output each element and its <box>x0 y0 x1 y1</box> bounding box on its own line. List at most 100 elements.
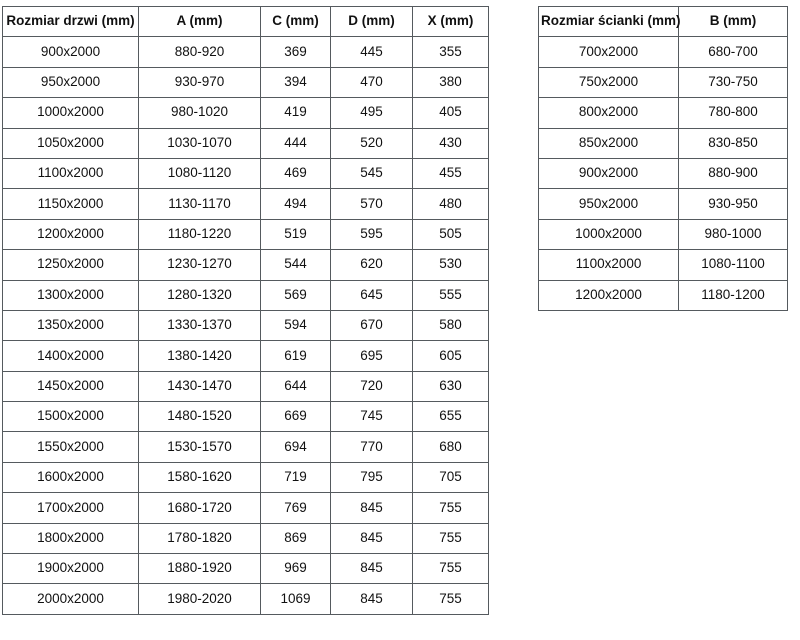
door-dimensions-table: Rozmiar drzwi (mm) A (mm) C (mm) D (mm) … <box>2 5 489 615</box>
table-row: 800x2000 780-800 <box>538 97 788 129</box>
cell-x: 455 <box>412 157 489 190</box>
cell-c: 644 <box>260 370 331 403</box>
table-row: 950x2000 930-970 394 470 380 <box>2 66 489 99</box>
cell-x: 755 <box>412 522 489 555</box>
table-row: 1500x2000 1480-1520 669 745 655 <box>2 401 489 433</box>
cell-x: 480 <box>412 188 489 220</box>
cell-b: 880-900 <box>678 157 788 190</box>
table-header-row: Rozmiar ścianki (mm) B (mm) <box>538 5 788 38</box>
wall-table-head: Rozmiar ścianki (mm) B (mm) <box>538 5 788 38</box>
cell-a: 1130-1170 <box>138 188 261 220</box>
cell-d: 520 <box>330 127 413 159</box>
cell-x: 405 <box>412 97 489 129</box>
cell-x: 680 <box>412 431 489 463</box>
cell-c: 419 <box>260 97 331 129</box>
door-table-head: Rozmiar drzwi (mm) A (mm) C (mm) D (mm) … <box>2 5 489 38</box>
cell-a: 1080-1120 <box>138 157 261 190</box>
cell-x: 555 <box>412 279 489 311</box>
cell-b: 830-850 <box>678 127 788 159</box>
cell-c: 394 <box>260 66 331 99</box>
table-row: 1150x2000 1130-1170 494 570 480 <box>2 188 489 220</box>
cell-b: 730-750 <box>678 66 788 99</box>
cell-wall-size: 1200x2000 <box>538 279 679 311</box>
cell-wall-size: 700x2000 <box>538 36 679 68</box>
cell-a: 1780-1820 <box>138 522 261 555</box>
table-row: 700x2000 680-700 <box>538 36 788 68</box>
cell-x: 380 <box>412 66 489 99</box>
cell-c: 519 <box>260 218 331 251</box>
cell-d: 695 <box>330 340 413 372</box>
table-row: 900x2000 880-920 369 445 355 <box>2 36 489 68</box>
cell-c: 969 <box>260 553 331 585</box>
cell-d: 595 <box>330 218 413 251</box>
column-header-c: C (mm) <box>260 5 331 38</box>
cell-door-size: 1250x2000 <box>2 249 139 281</box>
table-row: 1100x2000 1080-1100 <box>538 249 788 281</box>
table-row: 1000x2000 980-1020 419 495 405 <box>2 97 489 129</box>
cell-x: 755 <box>412 553 489 585</box>
cell-x: 705 <box>412 461 489 494</box>
cell-door-size: 1800x2000 <box>2 522 139 555</box>
cell-c: 669 <box>260 401 331 433</box>
column-header-door-size: Rozmiar drzwi (mm) <box>2 5 139 38</box>
cell-a: 880-920 <box>138 36 261 68</box>
cell-c: 594 <box>260 309 331 342</box>
cell-x: 605 <box>412 340 489 372</box>
cell-door-size: 1200x2000 <box>2 218 139 251</box>
cell-c: 869 <box>260 522 331 555</box>
cell-d: 445 <box>330 36 413 68</box>
table-row: 1550x2000 1530-1570 694 770 680 <box>2 431 489 463</box>
cell-d: 545 <box>330 157 413 190</box>
cell-a: 980-1020 <box>138 97 261 129</box>
cell-d: 620 <box>330 249 413 281</box>
table-row: 1200x2000 1180-1200 <box>538 279 788 311</box>
cell-x: 430 <box>412 127 489 159</box>
cell-d: 495 <box>330 97 413 129</box>
cell-a: 1480-1520 <box>138 401 261 433</box>
cell-d: 845 <box>330 553 413 585</box>
table-row: 1700x2000 1680-1720 769 845 755 <box>2 492 489 524</box>
cell-b: 1180-1200 <box>678 279 788 311</box>
cell-door-size: 1000x2000 <box>2 97 139 129</box>
column-header-d: D (mm) <box>330 5 413 38</box>
cell-c: 769 <box>260 492 331 524</box>
cell-b: 780-800 <box>678 97 788 129</box>
cell-x: 580 <box>412 309 489 342</box>
cell-c: 444 <box>260 127 331 159</box>
cell-c: 569 <box>260 279 331 311</box>
cell-a: 1430-1470 <box>138 370 261 403</box>
cell-d: 645 <box>330 279 413 311</box>
column-header-a: A (mm) <box>138 5 261 38</box>
cell-d: 770 <box>330 431 413 463</box>
cell-b: 1080-1100 <box>678 249 788 281</box>
cell-a: 1880-1920 <box>138 553 261 585</box>
cell-wall-size: 1000x2000 <box>538 218 679 251</box>
cell-b: 930-950 <box>678 188 788 220</box>
door-table-body: 900x2000 880-920 369 445 355 950x2000 930-970 3… <box>2 36 489 615</box>
cell-wall-size: 1100x2000 <box>538 249 679 281</box>
cell-d: 670 <box>330 309 413 342</box>
cell-door-size: 1300x2000 <box>2 279 139 311</box>
cell-d: 845 <box>330 583 413 615</box>
cell-a: 1030-1070 <box>138 127 261 159</box>
table-row: 1050x2000 1030-1070 444 520 430 <box>2 127 489 159</box>
cell-door-size: 2000x2000 <box>2 583 139 615</box>
cell-a: 1580-1620 <box>138 461 261 494</box>
cell-d: 845 <box>330 522 413 555</box>
cell-door-size: 1550x2000 <box>2 431 139 463</box>
cell-door-size: 1900x2000 <box>2 553 139 585</box>
table-row: 1450x2000 1430-1470 644 720 630 <box>2 370 489 403</box>
cell-a: 1280-1320 <box>138 279 261 311</box>
cell-a: 1180-1220 <box>138 218 261 251</box>
cell-door-size: 1350x2000 <box>2 309 139 342</box>
column-header-wall-size: Rozmiar ścianki (mm) <box>538 5 681 38</box>
cell-c: 369 <box>260 36 331 68</box>
cell-x: 530 <box>412 249 489 281</box>
cell-x: 755 <box>412 583 489 615</box>
table-row: 1600x2000 1580-1620 719 795 705 <box>2 461 489 494</box>
cell-door-size: 1700x2000 <box>2 492 139 524</box>
cell-wall-size: 800x2000 <box>538 97 679 129</box>
wall-panel-dimensions-table: Rozmiar ścianki (mm) B (mm) 700x2000 680-… <box>538 5 788 311</box>
table-row: 1200x2000 1180-1220 519 595 505 <box>2 218 489 251</box>
table-row: 750x2000 730-750 <box>538 66 788 99</box>
